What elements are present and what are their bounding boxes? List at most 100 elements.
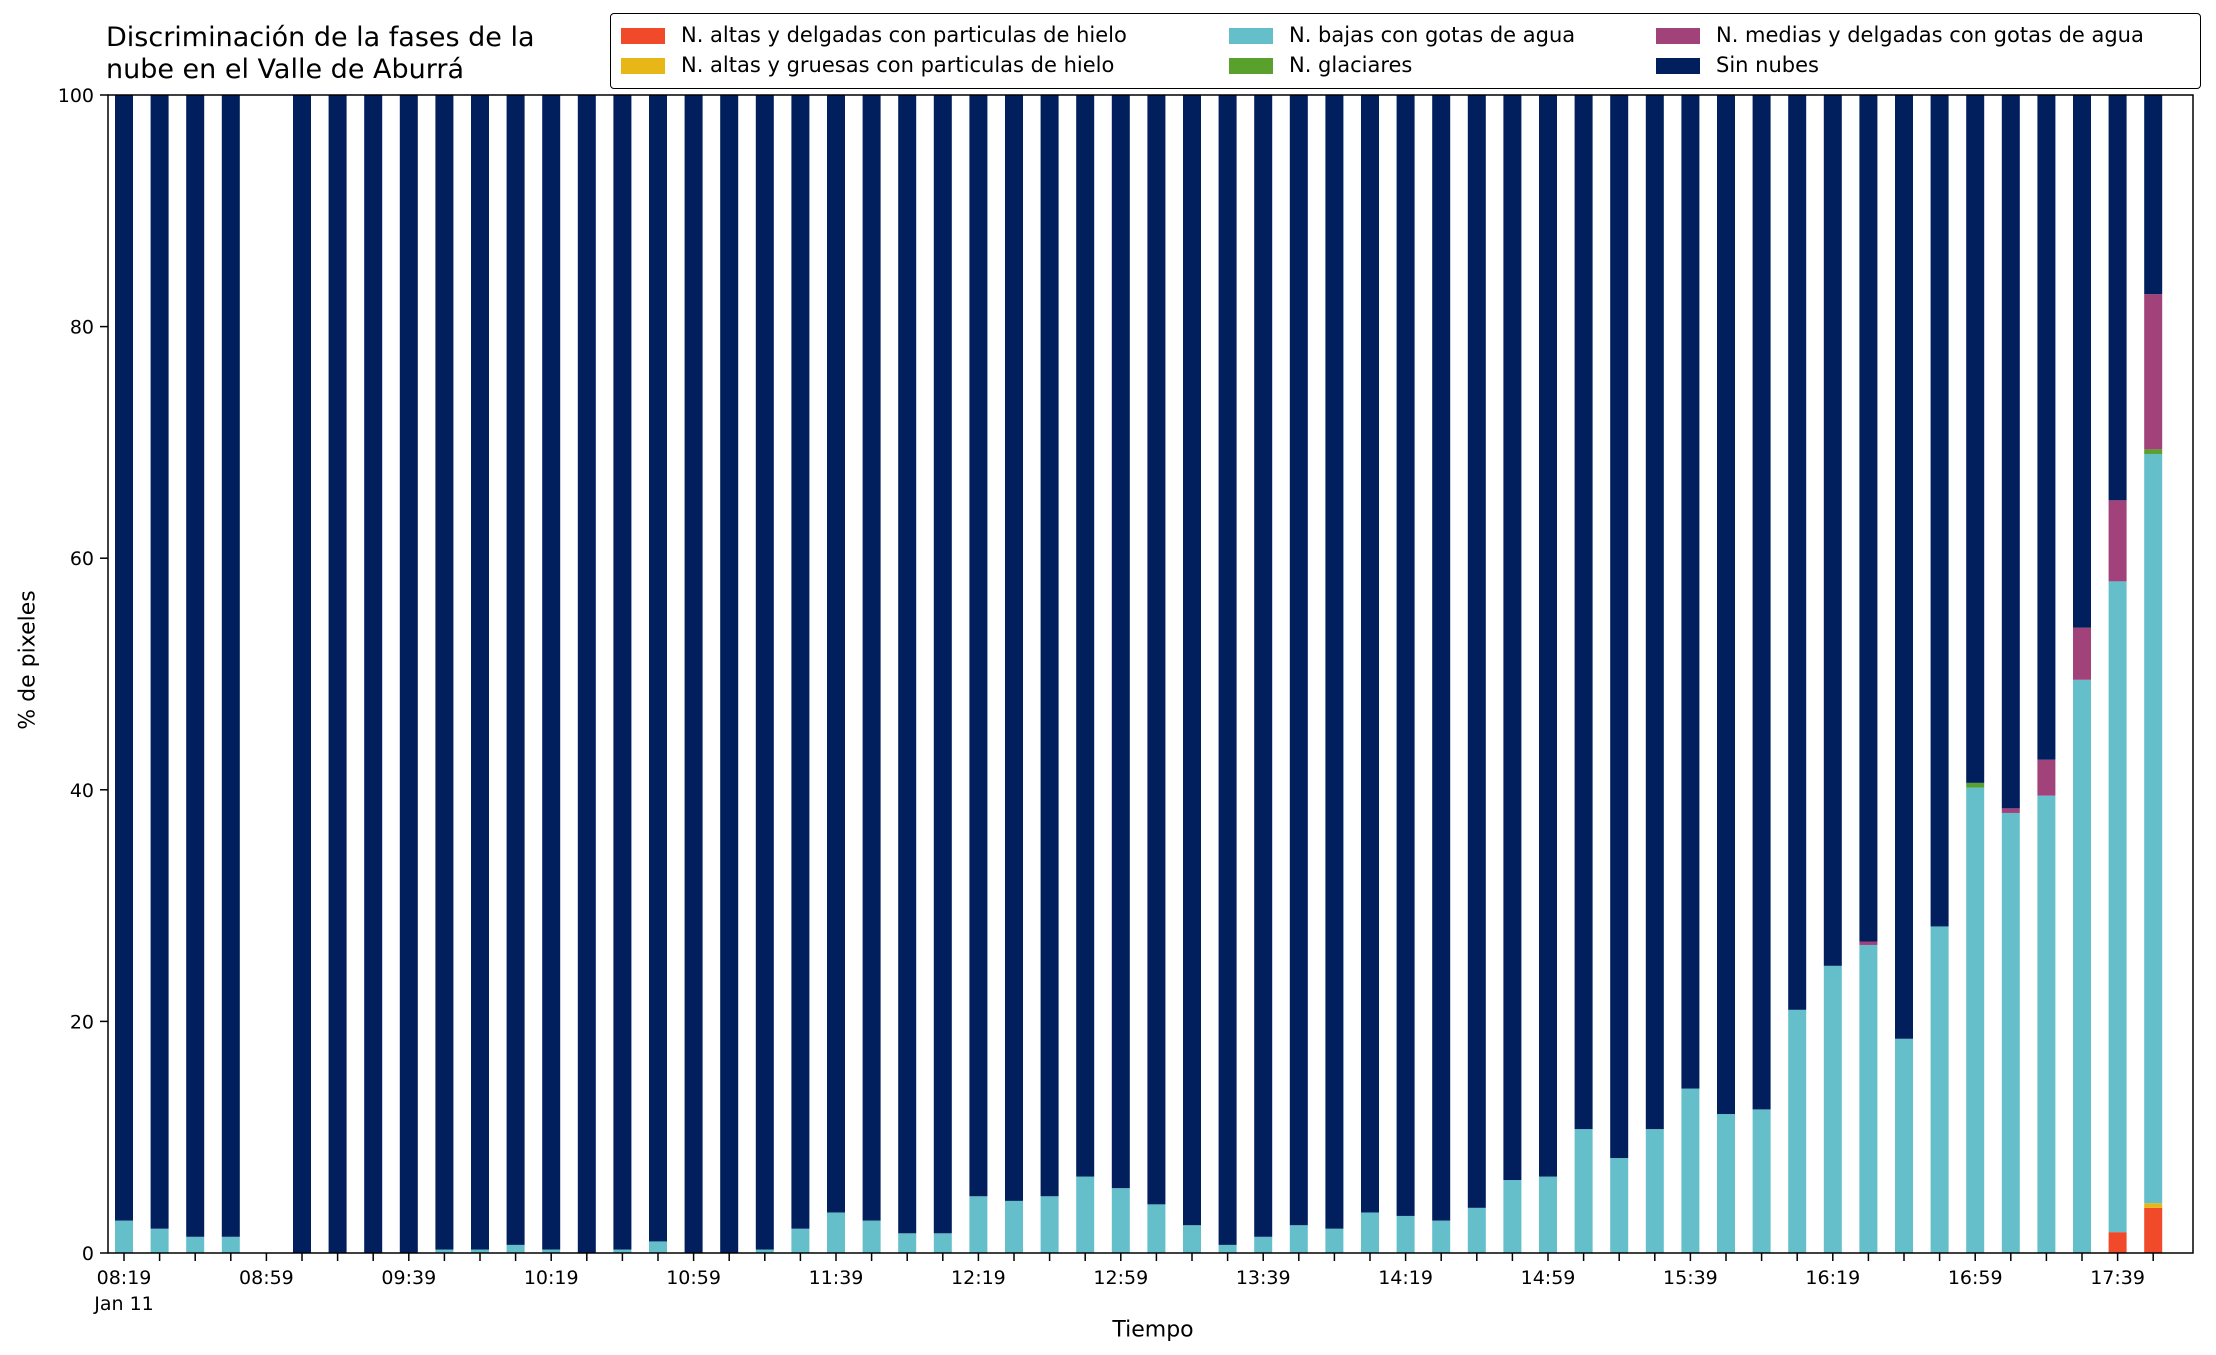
bar-segment-39-series-2 [1503,1180,1521,1253]
bar-segment-29-series-5 [1147,95,1165,1204]
x-tick-label: 11:39 [809,1267,864,1289]
bar-segment-22-series-5 [898,95,916,1233]
y-tick-label: 80 [70,317,94,339]
bar-segment-45-series-2 [1717,1114,1735,1253]
bar-segment-49-series-2 [1859,945,1877,1253]
bar-segment-53-series-5 [2002,95,2020,808]
legend-label: N. bajas con gotas de agua [1289,23,1575,47]
legend-label: N. medias y delgadas con gotas de agua [1716,23,2144,47]
bar-segment-32-series-5 [1254,95,1272,1237]
bar-segment-14-series-5 [613,95,631,1250]
bar-segment-29-series-2 [1147,1204,1165,1253]
x-tick-label: 15:39 [1663,1267,1718,1289]
bar-segment-36-series-5 [1397,95,1415,1216]
bar-segment-2-series-2 [186,1237,204,1253]
bar-segment-44-series-2 [1681,1089,1699,1253]
bar-segment-34-series-2 [1325,1229,1343,1253]
bar-segment-38-series-5 [1468,95,1486,1208]
bar-segment-56-series-2 [2109,581,2127,1232]
legend-label: N. glaciares [1289,53,1412,77]
bar-segment-52-series-3 [1966,783,1984,788]
legend: N. altas y delgadas con particulas de hi… [610,13,2201,89]
bar-segment-33-series-5 [1290,95,1308,1225]
bar-segment-35-series-2 [1361,1212,1379,1253]
bar-segment-0-series-2 [115,1221,133,1253]
x-tick-label: 13:39 [1236,1267,1291,1289]
bar-segment-18-series-5 [756,95,774,1250]
x-tick-label: 10:19 [524,1267,579,1289]
bar-segment-20-series-2 [827,1212,845,1253]
bar-segment-42-series-2 [1610,1158,1628,1253]
bar-segment-33-series-2 [1290,1225,1308,1253]
bar-segment-9-series-5 [435,95,453,1250]
bar-segment-12-series-5 [542,95,560,1250]
bar-segment-50-series-5 [1895,95,1913,1039]
x-tick-label: 12:19 [951,1267,1006,1289]
bar-segment-27-series-2 [1076,1177,1094,1253]
bar-segment-55-series-2 [2073,680,2091,1253]
bar-segment-48-series-5 [1824,95,1842,966]
bar-segment-10-series-5 [471,95,489,1250]
bar-segment-55-series-5 [2073,95,2091,628]
y-axis-label: % de pixeles [16,590,41,729]
bar-segment-41-series-2 [1575,1129,1593,1253]
x-tick-label: 10:59 [666,1267,721,1289]
bar-segment-43-series-5 [1646,95,1664,1129]
x-tick-label: 16:19 [1805,1267,1860,1289]
bar-segment-32-series-2 [1254,1237,1272,1253]
bar-segment-55-series-4 [2073,628,2091,680]
bar-segment-8-series-5 [400,95,418,1253]
bar-segment-25-series-5 [1005,95,1023,1201]
bar-segment-30-series-5 [1183,95,1201,1225]
x-tick-label: 08:59 [239,1267,294,1289]
chart-title-line-2: nube en el Valle de Aburrá [106,54,535,86]
bar-segment-1-series-2 [151,1229,169,1253]
x-axis: 08:19 08:59 09:39 10:19 10:59 11:39 12:19 12:59… [93,1253,2153,1315]
bar-segment-57-series-3 [2144,449,2162,454]
bar-segment-52-series-2 [1966,787,1984,1253]
bar-segment-44-series-5 [1681,95,1699,1089]
x-tick-label: 14:59 [1521,1267,1576,1289]
bar-segment-41-series-5 [1575,95,1593,1129]
bar-segment-26-series-2 [1041,1196,1059,1253]
bar-segment-46-series-2 [1753,1109,1771,1253]
bar-segment-49-series-5 [1859,95,1877,942]
x-tick-label: 12:59 [1093,1267,1148,1289]
y-tick-label: 40 [70,780,94,802]
y-tick-label: 100 [58,85,94,107]
bar-segment-40-series-2 [1539,1177,1557,1253]
bar-segment-19-series-5 [791,95,809,1229]
bar-segment-21-series-2 [863,1221,881,1253]
legend-swatch [621,58,665,74]
bar-segment-0-series-5 [115,95,133,1221]
bar-segment-21-series-5 [863,95,881,1221]
bar-segment-37-series-5 [1432,95,1450,1221]
bar-segment-11-series-2 [507,1245,525,1253]
bar-segment-15-series-5 [649,95,667,1241]
legend-label: N. altas y gruesas con particulas de hie… [681,53,1114,77]
bar-segment-54-series-2 [2037,796,2055,1253]
bar-segment-46-series-5 [1753,95,1771,1109]
bar-segment-5-series-5 [293,95,311,1253]
bar-segment-51-series-2 [1931,926,1949,1253]
bar-segment-26-series-5 [1041,95,1059,1196]
bar-segment-50-series-2 [1895,1039,1913,1253]
bar-segment-43-series-2 [1646,1129,1664,1253]
x-axis-label: Tiempo [1112,1318,1193,1343]
bar-segment-35-series-5 [1361,95,1379,1212]
bar-segment-27-series-5 [1076,95,1094,1177]
legend-swatch [621,28,665,44]
bar-segment-47-series-5 [1788,95,1806,1010]
bar-segment-28-series-5 [1112,95,1130,1188]
bar-segment-56-series-5 [2109,95,2127,500]
bar-segment-24-series-5 [969,95,987,1196]
bar-segment-40-series-5 [1539,95,1557,1177]
y-tick-label: 20 [70,1011,94,1033]
x-tick-sublabel: Jan 11 [93,1293,154,1315]
bar-segment-54-series-5 [2037,95,2055,760]
bar-segment-57-series-4 [2144,294,2162,449]
bar-segment-19-series-2 [791,1229,809,1253]
bar-segment-37-series-2 [1432,1221,1450,1253]
bar-segment-7-series-5 [364,95,382,1253]
bar-segment-24-series-2 [969,1196,987,1253]
